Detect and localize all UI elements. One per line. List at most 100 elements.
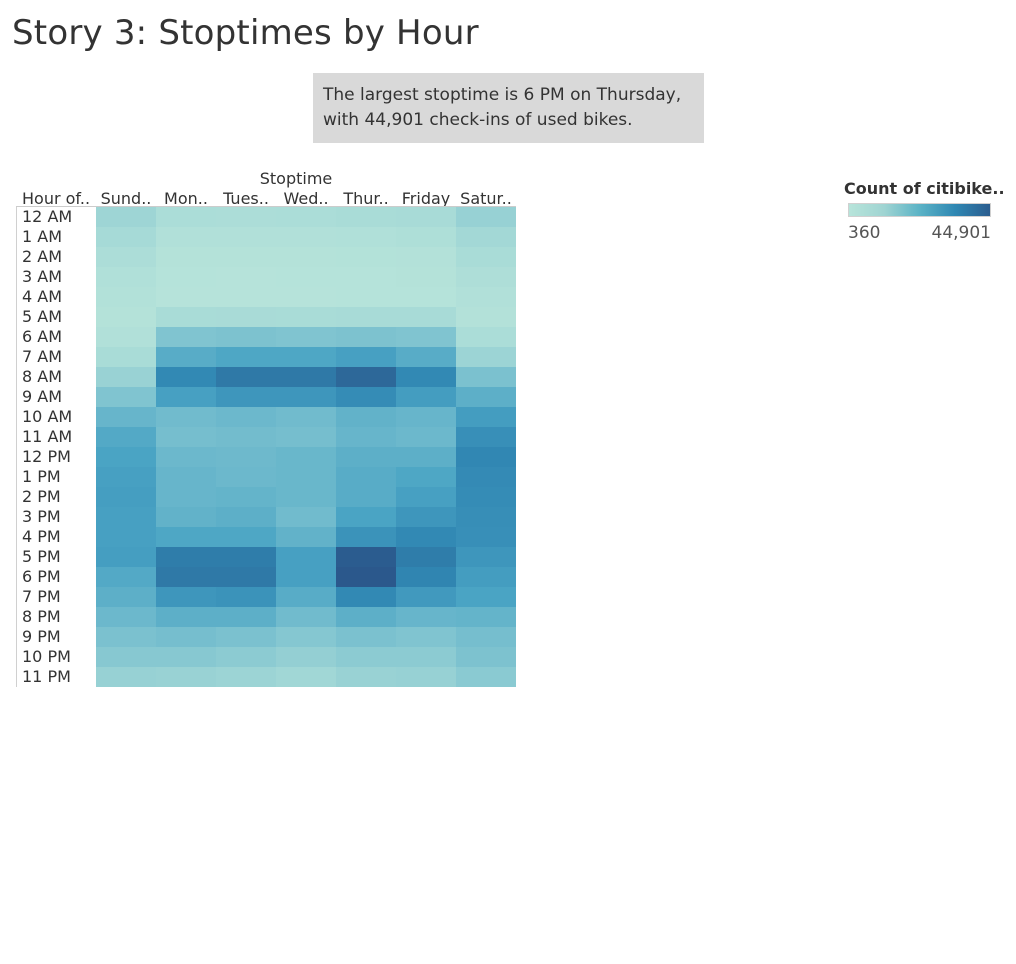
heatmap-cell[interactable] bbox=[96, 287, 156, 307]
heatmap-cell[interactable] bbox=[456, 287, 516, 307]
heatmap-cell[interactable] bbox=[156, 387, 216, 407]
heatmap-cell[interactable] bbox=[96, 567, 156, 587]
heatmap-cell[interactable] bbox=[156, 607, 216, 627]
heatmap-cell[interactable] bbox=[396, 647, 456, 667]
heatmap-cell[interactable] bbox=[156, 247, 216, 267]
heatmap-cell[interactable] bbox=[216, 307, 276, 327]
heatmap-cell[interactable] bbox=[96, 587, 156, 607]
heatmap-cell[interactable] bbox=[96, 247, 156, 267]
heatmap-cell[interactable] bbox=[456, 267, 516, 287]
heatmap-cell[interactable] bbox=[156, 407, 216, 427]
heatmap-cell[interactable] bbox=[336, 207, 396, 227]
heatmap-cell[interactable] bbox=[276, 647, 336, 667]
heatmap-cell[interactable] bbox=[156, 467, 216, 487]
heatmap-cell[interactable] bbox=[396, 247, 456, 267]
heatmap-cell[interactable] bbox=[156, 507, 216, 527]
heatmap-cell[interactable] bbox=[156, 447, 216, 467]
heatmap-cell[interactable] bbox=[156, 527, 216, 547]
heatmap-cell[interactable] bbox=[96, 607, 156, 627]
heatmap-cell[interactable] bbox=[396, 347, 456, 367]
heatmap-cell[interactable] bbox=[96, 307, 156, 327]
heatmap-cell[interactable] bbox=[456, 207, 516, 227]
heatmap-cell[interactable] bbox=[216, 227, 276, 247]
heatmap-cell[interactable] bbox=[336, 407, 396, 427]
heatmap-cell[interactable] bbox=[456, 667, 516, 687]
heatmap-cell[interactable] bbox=[276, 367, 336, 387]
heatmap-cell[interactable] bbox=[276, 607, 336, 627]
heatmap-cell[interactable] bbox=[336, 627, 396, 647]
heatmap-cell[interactable] bbox=[456, 647, 516, 667]
heatmap-cell[interactable] bbox=[96, 407, 156, 427]
heatmap-cell[interactable] bbox=[336, 587, 396, 607]
heatmap-cell[interactable] bbox=[276, 587, 336, 607]
heatmap-cell[interactable] bbox=[156, 307, 216, 327]
heatmap-cell[interactable] bbox=[276, 487, 336, 507]
heatmap-cell[interactable] bbox=[276, 287, 336, 307]
heatmap-cell[interactable] bbox=[336, 607, 396, 627]
heatmap-cell[interactable] bbox=[96, 467, 156, 487]
heatmap-cell[interactable] bbox=[396, 487, 456, 507]
heatmap-cell[interactable] bbox=[456, 427, 516, 447]
heatmap-cell[interactable] bbox=[276, 227, 336, 247]
heatmap-cell[interactable] bbox=[396, 447, 456, 467]
heatmap-cell[interactable] bbox=[336, 507, 396, 527]
heatmap-cell[interactable] bbox=[156, 587, 216, 607]
heatmap-cell[interactable] bbox=[156, 287, 216, 307]
heatmap-cell[interactable] bbox=[276, 207, 336, 227]
heatmap-cell[interactable] bbox=[456, 407, 516, 427]
heatmap-cell[interactable] bbox=[456, 627, 516, 647]
heatmap-cell[interactable] bbox=[396, 207, 456, 227]
heatmap-cell[interactable] bbox=[216, 247, 276, 267]
heatmap-cell[interactable] bbox=[216, 287, 276, 307]
heatmap-cell[interactable] bbox=[216, 507, 276, 527]
heatmap-cell[interactable] bbox=[96, 547, 156, 567]
heatmap-cell[interactable] bbox=[96, 207, 156, 227]
heatmap-cell[interactable] bbox=[456, 587, 516, 607]
heatmap-cell[interactable] bbox=[396, 627, 456, 647]
heatmap-cell[interactable] bbox=[336, 567, 396, 587]
heatmap-cell[interactable] bbox=[456, 307, 516, 327]
heatmap-cell[interactable] bbox=[216, 427, 276, 447]
heatmap-cell[interactable] bbox=[396, 367, 456, 387]
stoptime-heatmap[interactable]: Stoptime Hour of.. Sund.. Mon.. Tues.. Wed.. T… bbox=[0, 160, 560, 700]
heatmap-cell[interactable] bbox=[96, 327, 156, 347]
heatmap-cell[interactable] bbox=[216, 547, 276, 567]
heatmap-cell[interactable] bbox=[336, 667, 396, 687]
heatmap-cell[interactable] bbox=[216, 207, 276, 227]
heatmap-cell[interactable] bbox=[396, 287, 456, 307]
heatmap-cell[interactable] bbox=[216, 667, 276, 687]
heatmap-cell[interactable] bbox=[156, 427, 216, 447]
heatmap-cell[interactable] bbox=[456, 467, 516, 487]
heatmap-cell[interactable] bbox=[456, 387, 516, 407]
heatmap-cell[interactable] bbox=[456, 527, 516, 547]
heatmap-cell[interactable] bbox=[216, 487, 276, 507]
heatmap-cell[interactable] bbox=[276, 307, 336, 327]
heatmap-cell[interactable] bbox=[396, 327, 456, 347]
heatmap-cell[interactable] bbox=[396, 667, 456, 687]
heatmap-cell[interactable] bbox=[156, 627, 216, 647]
heatmap-cell[interactable] bbox=[216, 467, 276, 487]
heatmap-cell[interactable] bbox=[96, 387, 156, 407]
heatmap-cell[interactable] bbox=[276, 387, 336, 407]
heatmap-cell[interactable] bbox=[396, 547, 456, 567]
heatmap-cell[interactable] bbox=[276, 407, 336, 427]
heatmap-cell[interactable] bbox=[336, 367, 396, 387]
heatmap-cell[interactable] bbox=[216, 407, 276, 427]
heatmap-cell[interactable] bbox=[276, 507, 336, 527]
heatmap-cell[interactable] bbox=[216, 527, 276, 547]
heatmap-cell[interactable] bbox=[396, 607, 456, 627]
heatmap-cell[interactable] bbox=[276, 327, 336, 347]
heatmap-cell[interactable] bbox=[156, 367, 216, 387]
heatmap-cell[interactable] bbox=[156, 487, 216, 507]
heatmap-cell[interactable] bbox=[96, 527, 156, 547]
heatmap-cell[interactable] bbox=[216, 607, 276, 627]
heatmap-cell[interactable] bbox=[96, 507, 156, 527]
heatmap-cell[interactable] bbox=[396, 267, 456, 287]
heatmap-cell[interactable] bbox=[336, 267, 396, 287]
heatmap-cell[interactable] bbox=[276, 627, 336, 647]
heatmap-cell[interactable] bbox=[396, 307, 456, 327]
heatmap-cell[interactable] bbox=[276, 247, 336, 267]
heatmap-cell[interactable] bbox=[336, 227, 396, 247]
heatmap-cell[interactable] bbox=[276, 527, 336, 547]
heatmap-cell[interactable] bbox=[96, 367, 156, 387]
